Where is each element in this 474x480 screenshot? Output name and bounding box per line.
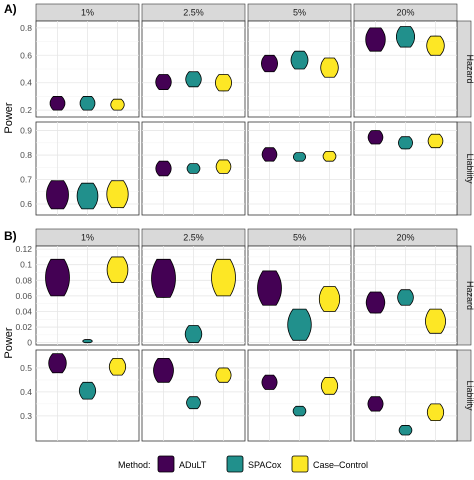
- violin-case-control: [322, 150, 337, 162]
- y-tick-label: 0.3: [20, 411, 32, 421]
- column-strip-label: 1%: [81, 233, 94, 243]
- violin-adult: [261, 374, 278, 390]
- violin-case-control: [318, 286, 341, 312]
- column-strip-label: 5%: [293, 233, 306, 243]
- violin-spacox: [79, 95, 96, 111]
- violin-spacox: [397, 289, 414, 306]
- row-strip-label: Hazard: [465, 54, 474, 83]
- violin-case-control: [214, 74, 233, 92]
- violin-spacox: [290, 50, 309, 70]
- column-strip-label: 20%: [396, 8, 414, 18]
- column-strip-label: 5%: [293, 8, 306, 18]
- y-tick-label: 0.06: [15, 291, 32, 301]
- legend-swatch-case-control: [291, 455, 309, 473]
- row-strip-label: Liability: [465, 380, 474, 411]
- y-tick-label: 0.4: [20, 78, 32, 88]
- y-tick-label: 0.6: [20, 50, 32, 60]
- violin-spacox: [76, 182, 99, 210]
- y-axis-title: Power: [3, 327, 15, 359]
- violin-case-control: [106, 256, 129, 284]
- y-tick-label: 0.8: [20, 150, 32, 160]
- figure-tag: A): [4, 2, 17, 16]
- violin-adult: [48, 353, 67, 374]
- legend-label: SPACox: [248, 460, 282, 470]
- violin-adult: [365, 291, 386, 314]
- y-tick-label: 0.08: [15, 275, 32, 285]
- violin-spacox: [293, 152, 306, 162]
- column-strip-label: 20%: [396, 233, 414, 243]
- y-tick-label: 0.04: [15, 306, 32, 316]
- violin-spacox: [396, 26, 415, 48]
- violin-adult: [49, 95, 66, 111]
- row-strip-label: Liability: [465, 153, 474, 184]
- violin-spacox: [78, 381, 97, 400]
- violin-spacox: [185, 71, 202, 88]
- violin-case-control: [106, 180, 129, 209]
- violin-spacox: [184, 325, 203, 344]
- y-tick-label: 0.02: [15, 322, 32, 332]
- y-tick-label: 0.12: [15, 244, 32, 254]
- y-tick-label: 0: [27, 338, 32, 348]
- column-strip-label: 2.5%: [183, 8, 204, 18]
- legend-label: Case–Control: [313, 460, 368, 470]
- violin-case-control: [425, 308, 446, 334]
- violin-case-control: [110, 98, 125, 111]
- violin-adult: [155, 74, 172, 91]
- violin-adult: [367, 396, 384, 412]
- y-tick-label: 0.5: [20, 363, 32, 373]
- violin-adult: [365, 27, 386, 52]
- row-strip-label: Hazard: [465, 281, 474, 310]
- y-axis-title: Power: [3, 102, 15, 134]
- figure-tag: B): [4, 229, 17, 243]
- violin-adult: [46, 180, 69, 210]
- violin-adult: [261, 147, 278, 162]
- figure-1: B) Power 1% 2.5% 5% 20% Hazard 0 0.02 0.04 0.06 0.0…: [3, 228, 474, 442]
- violin-case-control: [426, 35, 445, 56]
- violin-spacox: [82, 339, 93, 344]
- column-strip-label: 1%: [81, 8, 94, 18]
- violin-adult: [153, 357, 174, 383]
- legend-swatch-adult: [157, 455, 175, 473]
- y-tick-label: 0.9: [20, 126, 32, 136]
- violin-spacox: [186, 396, 201, 410]
- legend: Method: ADuLT SPACox Case–Control: [118, 455, 368, 473]
- violin-case-control: [427, 133, 444, 149]
- violin-adult: [155, 160, 172, 177]
- violin-adult: [367, 130, 384, 145]
- violin-case-control: [108, 357, 127, 376]
- column-strip-label: 2.5%: [183, 233, 204, 243]
- violin-case-control: [320, 57, 339, 78]
- violin-spacox: [398, 424, 413, 436]
- violin-adult: [45, 258, 70, 297]
- y-tick-label: 0.4: [20, 387, 32, 397]
- violin-spacox: [292, 405, 307, 417]
- legend-label: ADuLT: [179, 460, 207, 470]
- violin-spacox: [186, 163, 201, 174]
- legend-title: Method:: [118, 460, 151, 470]
- violin-adult: [151, 258, 176, 298]
- violin-adult: [260, 54, 279, 73]
- figure-0: A) Power 1% 2.5% 5% 20% Hazard 0.2 0.4 0.6 0.8 Liab…: [3, 2, 474, 216]
- violin-case-control: [211, 258, 236, 297]
- violin-adult: [257, 270, 282, 306]
- legend-swatch-spacox: [226, 455, 244, 473]
- y-tick-label: 0.8: [20, 23, 32, 33]
- violin-spacox: [397, 136, 414, 150]
- violin-case-control: [215, 367, 232, 383]
- violin-spacox: [287, 308, 312, 341]
- y-tick-label: 0.2: [20, 105, 32, 115]
- violin-case-control: [215, 159, 232, 174]
- y-tick-label: 0.1: [20, 260, 32, 270]
- violin-case-control: [320, 377, 339, 395]
- y-tick-label: 0.6: [20, 199, 32, 209]
- violin-case-control: [426, 403, 445, 422]
- y-tick-label: 0.7: [20, 175, 32, 185]
